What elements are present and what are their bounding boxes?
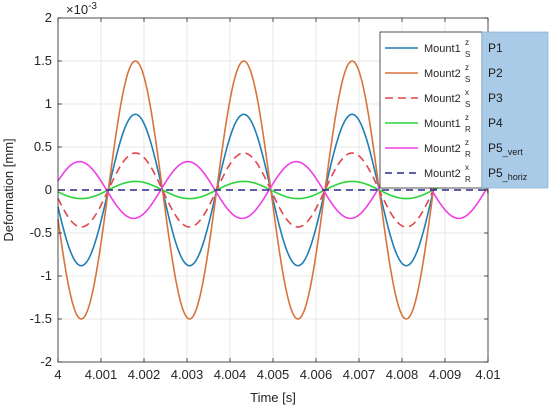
x-tick-label: 4.004 <box>214 367 247 382</box>
series-tag: P2 <box>488 66 503 80</box>
legend-label-subscript: S <box>465 50 470 59</box>
tag-panel-background <box>481 31 549 189</box>
y-tick-label: 1.5 <box>34 53 52 68</box>
x-tick-label: 4.008 <box>386 367 419 382</box>
legend-entry: Mount2 zR <box>385 138 471 159</box>
series-line-p2 <box>57 60 489 320</box>
y-axis-exponent: ×10-3 <box>66 1 97 17</box>
series-line-p4 <box>57 180 489 200</box>
series-tag-panel: P1 P2 P3 P4 P5_vert P5_horiz <box>481 31 549 189</box>
series-tag: P3 <box>488 91 503 105</box>
x-tick-labels: 4 4.001 4.002 4.003 4.004 4.005 4.006 4.007 4.00… <box>54 367 500 382</box>
y-tick-labels: -2 -1.5 -1 -0.5 0 0.5 1 1.5 2 <box>30 10 52 369</box>
legend-label: Mount2 <box>424 93 461 105</box>
y-tick-label: -1.5 <box>30 311 52 326</box>
series-tag: P4 <box>488 116 503 130</box>
x-tick-label: 4.006 <box>300 367 333 382</box>
legend-label: Mount2 <box>424 143 461 155</box>
series-tag: P5_vert <box>488 141 523 157</box>
legend-entry: Mount2 xS <box>385 88 470 109</box>
legend-label-superscript: x <box>465 163 469 172</box>
x-tick-label: 4 <box>54 367 61 382</box>
y-tick-label: 0.5 <box>34 139 52 154</box>
y-axis-label: Deformation [mm] <box>1 138 16 241</box>
legend-box <box>379 31 483 189</box>
y-tick-label: -2 <box>40 354 52 369</box>
y-tick-label: 0 <box>45 182 52 197</box>
legend-label-superscript: z <box>465 113 469 122</box>
legend-label-superscript: x <box>465 88 469 97</box>
legend-label-superscript: z <box>465 38 469 47</box>
series-line-p1 <box>57 113 489 267</box>
y-tick-label: -1 <box>40 268 52 283</box>
legend-label: Mount2 <box>424 68 461 80</box>
x-tick-label: 4.001 <box>85 367 118 382</box>
legend-label-subscript: S <box>465 75 470 84</box>
x-tick-label: 4.005 <box>257 367 290 382</box>
legend-label-superscript: z <box>465 138 469 147</box>
legend-label: Mount2 <box>424 168 461 180</box>
series-tag: P1 <box>488 41 503 55</box>
x-tick-label: 4.01 <box>475 367 500 382</box>
y-tick-label: -0.5 <box>30 225 52 240</box>
y-tick-label: 1 <box>45 96 52 111</box>
legend-label-superscript: z <box>465 63 469 72</box>
x-tick-label: 4.009 <box>429 367 462 382</box>
legend-entry: Mount2 zS <box>385 63 470 84</box>
legend-label-subscript: R <box>465 125 471 134</box>
legend-label: Mount1 <box>424 118 461 130</box>
x-axis-label: Time [s] <box>250 390 296 405</box>
legend-label: Mount1 <box>424 43 461 55</box>
y-tick-label: 2 <box>45 10 52 25</box>
legend-label-subscript: R <box>465 175 471 184</box>
legend-label-subscript: R <box>465 150 471 159</box>
x-tick-label: 4.002 <box>128 367 161 382</box>
legend: Mount1zSMount2zSMount2xSMount1zRMount2zR… <box>379 31 483 189</box>
x-tick-label: 4.003 <box>171 367 204 382</box>
series-tag: P5_horiz <box>488 166 528 182</box>
legend-entry: Mount2 xR <box>385 163 471 184</box>
axes <box>57 17 489 363</box>
legend-label-subscript: S <box>465 100 470 109</box>
legend-entry: Mount1 zR <box>385 113 471 134</box>
legend-entry: Mount1 zS <box>385 38 470 59</box>
x-tick-label: 4.007 <box>343 367 376 382</box>
